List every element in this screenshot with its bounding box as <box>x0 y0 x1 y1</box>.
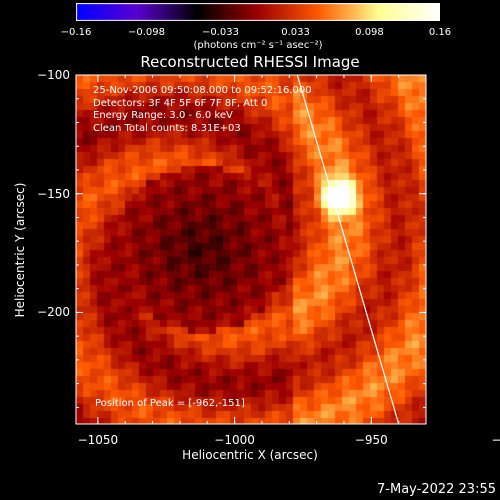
x-tick-label: −900 <box>491 433 500 447</box>
colorbar-tick-label: 0.033 <box>281 27 310 38</box>
colorbar-tick-label: 0.16 <box>428 27 452 38</box>
y-tick-label: −100 <box>37 68 70 82</box>
peak-position-label: Position of Peak = [-962,-151] <box>95 398 245 409</box>
info-line: Energy Range: 3.0 - 6.0 keV <box>93 110 233 121</box>
x-tick-label: −950 <box>354 433 388 447</box>
colorbar-tick-label: −0.033 <box>201 27 239 38</box>
y-axis-label: Heliocentric Y (arcsec) <box>13 182 27 318</box>
colorbar-tick-label: 0.098 <box>355 27 384 38</box>
colorbar <box>76 3 440 21</box>
heatmap-image <box>76 75 426 424</box>
solar-limb-line <box>296 75 400 424</box>
plot-frame <box>75 74 427 425</box>
info-line: 25-Nov-2006 09:50:08.000 to 09:52:16.000 <box>93 85 312 96</box>
colorbar-tick-label: −0.16 <box>60 27 92 38</box>
x-tick-label: −1050 <box>77 433 119 447</box>
x-axis-label: Heliocentric X (arcsec) <box>182 448 318 462</box>
chart-title: Reconstructed RHESSI Image <box>140 53 360 71</box>
colorbar-unit-label: (photons cm⁻² s⁻¹ asec⁻²) <box>193 40 323 51</box>
info-line: Detectors: 3F 4F 5F 6F 7F 8F, Att 0 <box>93 97 268 109</box>
y-tick-label: −200 <box>37 305 70 320</box>
info-line: Clean Total counts: 8.31E+03 <box>93 122 241 134</box>
x-tick-label: −1000 <box>214 433 255 447</box>
footer-date: 7-May-2022 23:55 <box>377 482 496 497</box>
colorbar-tick-label: −0.098 <box>128 27 166 38</box>
y-tick-label: −150 <box>37 186 70 201</box>
